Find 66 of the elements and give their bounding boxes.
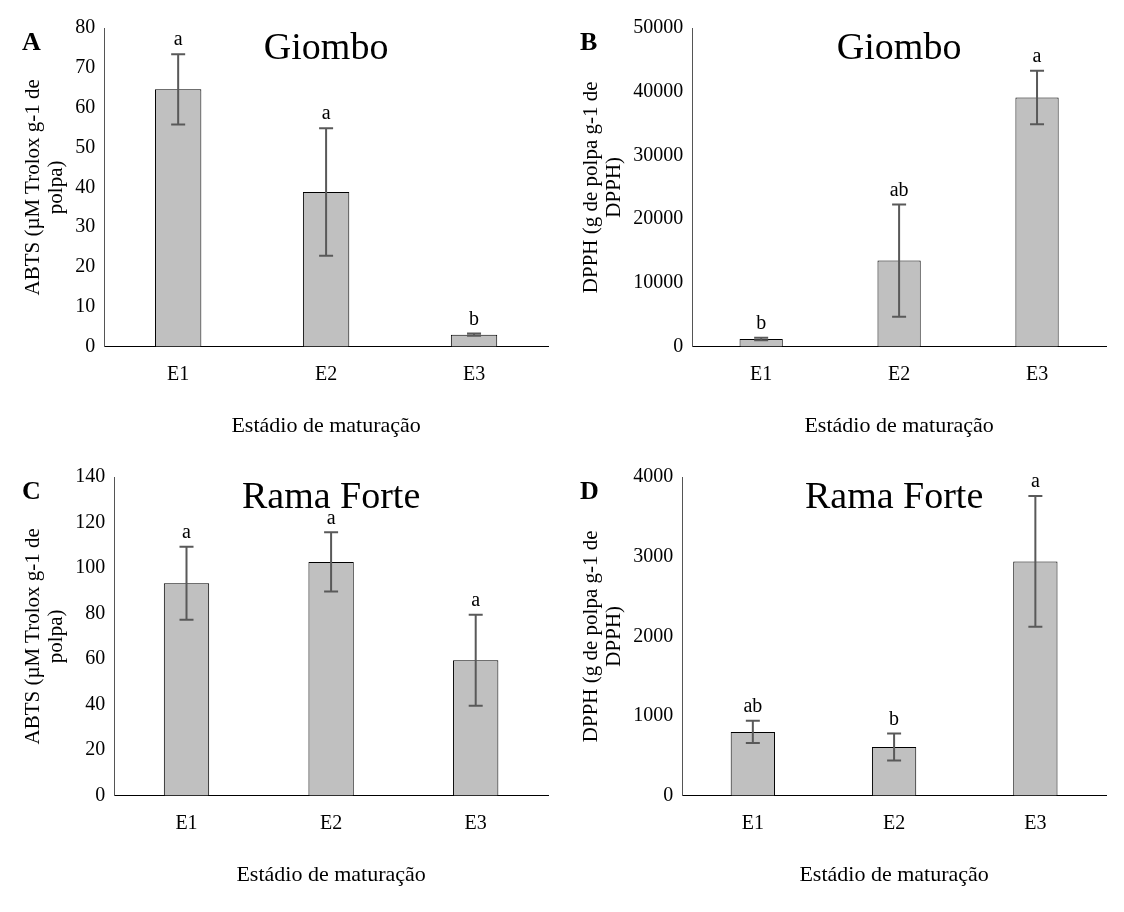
y-tick-label: 40 <box>75 174 96 197</box>
x-tick-label: E2 <box>887 361 911 384</box>
x-tick-label: E1 <box>741 810 764 833</box>
annotation: b <box>756 310 767 333</box>
x-tick-label: E3 <box>464 810 487 833</box>
annotation: ab <box>743 693 763 716</box>
y-tick-label: 4000 <box>633 464 674 487</box>
y-tick-label: 0 <box>95 782 106 805</box>
x-tick-label: E1 <box>750 361 773 384</box>
annotation: a <box>321 100 331 123</box>
annotation: a <box>1032 43 1042 66</box>
annotation: a <box>471 587 481 610</box>
x-tick-label: E3 <box>462 361 486 384</box>
y-axis-title: DPPH (g de polpa g-1 de DPPH) <box>578 530 626 743</box>
annotation: a <box>1030 469 1040 492</box>
annotation: a <box>182 520 192 543</box>
annotation: b <box>469 306 480 329</box>
y-tick-label: 20000 <box>633 206 684 229</box>
y-tick-label: 20 <box>85 737 106 760</box>
y-axis-title: ABTS (µM Trolox g-1 de polpa) <box>20 79 68 296</box>
text: D <box>580 475 599 505</box>
y-axis-title: ABTS (µM Trolox g-1 de polpa) <box>20 528 68 745</box>
y-tick-label: 120 <box>75 509 106 532</box>
y-tick-label: 80 <box>75 15 96 38</box>
y-tick-label: 50000 <box>633 15 684 38</box>
x-tick-label: E2 <box>319 810 343 833</box>
y-tick-label: 10 <box>75 294 96 317</box>
y-tick-label: 40000 <box>633 78 684 101</box>
x-axis-title: Estádio de maturação <box>231 411 421 437</box>
y-tick-label: 0 <box>663 782 674 805</box>
text: C <box>22 475 41 505</box>
x-tick-label: E3 <box>1025 361 1049 384</box>
y-tick-label: 140 <box>75 464 106 487</box>
chart-title: Giombo <box>836 24 962 67</box>
y-tick-label: 20 <box>75 254 96 277</box>
y-tick-label: 2000 <box>633 623 674 646</box>
y-axis-title: DPPH (g de polpa g-1 de DPPH) <box>578 81 626 294</box>
x-axis-title: Estádio de maturação <box>799 860 989 886</box>
y-tick-label: 100 <box>75 555 106 578</box>
y-tick-label: 60 <box>85 646 106 669</box>
x-axis-title: Estádio de maturação <box>804 411 994 437</box>
y-tick-label: 30000 <box>633 142 684 165</box>
y-tick-label: 1000 <box>633 703 674 726</box>
y-tick-label: 40 <box>85 691 106 714</box>
x-axis-title: Estádio de maturação <box>236 860 426 886</box>
x-tick-label: E3 <box>1024 810 1047 833</box>
y-tick-label: 50 <box>75 134 96 157</box>
y-tick-label: 10000 <box>633 270 684 293</box>
y-tick-label: 0 <box>673 333 684 356</box>
y-tick-label: 0 <box>85 333 96 356</box>
annotation: a <box>173 27 183 50</box>
y-tick-label: 60 <box>75 94 96 117</box>
y-tick-label: 30 <box>75 214 96 237</box>
text: A <box>22 26 41 56</box>
chart-title: Rama Forte <box>804 473 984 516</box>
annotation: b <box>889 706 900 729</box>
x-tick-label: E2 <box>882 810 906 833</box>
x-tick-label: E1 <box>167 361 190 384</box>
x-tick-label: E2 <box>314 361 338 384</box>
annotation: ab <box>889 177 909 200</box>
y-tick-label: 70 <box>75 55 96 78</box>
chart-title: Giombo <box>263 24 389 67</box>
y-tick-label: 80 <box>85 600 106 623</box>
text: B <box>580 26 598 56</box>
x-tick-label: E1 <box>175 810 198 833</box>
y-tick-label: 3000 <box>633 543 674 566</box>
